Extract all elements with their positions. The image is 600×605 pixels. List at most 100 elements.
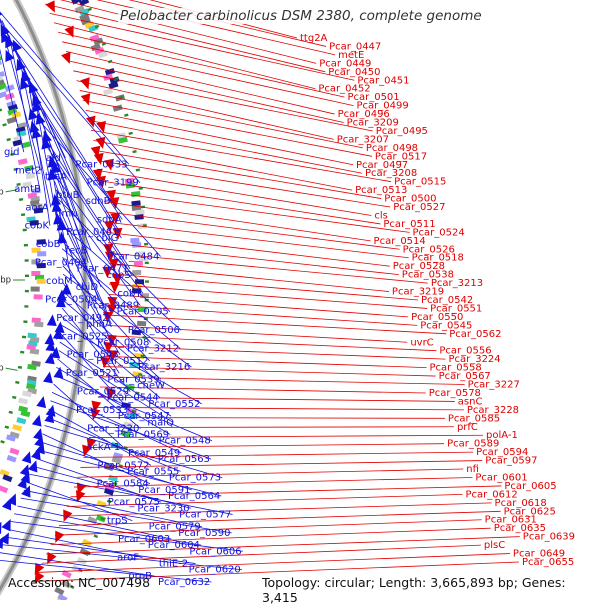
scale-label: 650 kbp — [0, 364, 4, 374]
feature-block-inner — [12, 424, 22, 431]
feature-block-inner — [30, 348, 40, 354]
minor-tick — [124, 114, 128, 117]
feature-block-inner — [9, 448, 19, 456]
scale-label: 550 kbp — [0, 187, 4, 197]
gene-label: Pcar_0484 — [107, 251, 159, 262]
minor-tick — [20, 351, 24, 354]
gene-label: Pcar_0632 — [158, 577, 210, 588]
minor-tick — [132, 150, 136, 153]
minor-tick — [24, 244, 28, 247]
minor-tick — [18, 366, 22, 369]
gene-label: Pcar_0620 — [189, 565, 241, 576]
gene-label: Pcar_0548 — [159, 436, 211, 447]
scale-label: 600 kbp — [0, 276, 11, 286]
feature-block-inner — [34, 294, 43, 299]
callout-line — [98, 161, 391, 207]
gene-label: ald — [46, 153, 61, 164]
gene-label: cobB — [36, 239, 61, 250]
feature-block-inner — [7, 455, 17, 463]
minor-tick — [19, 198, 23, 201]
feature-block-inner — [18, 158, 28, 165]
minor-tick — [136, 168, 140, 171]
minor-tick — [6, 138, 10, 141]
gene-label: Pcar_3199 — [87, 178, 139, 189]
feature-block-inner — [31, 286, 40, 291]
minor-tick — [145, 280, 149, 282]
gene-label: Pcar_0527 — [393, 202, 445, 213]
feature-block-outer — [132, 270, 141, 275]
forward-gene-callouts — [26, 0, 520, 582]
minor-tick — [25, 275, 29, 277]
gene-label: Pcar_0433 — [75, 159, 127, 170]
feature-block-inner — [0, 485, 8, 493]
gene-label: cobS — [106, 270, 130, 281]
minor-tick — [12, 396, 16, 399]
forward-gene-arrow — [46, 0, 55, 12]
gene-label: Pcar_0606 — [189, 546, 241, 557]
reverse-gene-arrow — [36, 396, 46, 408]
reverse-gene-arrow — [43, 371, 53, 383]
gene-label: sdhB — [86, 196, 111, 207]
minor-tick — [128, 132, 132, 135]
minor-tick — [2, 123, 7, 126]
gene-label: cobM — [46, 276, 73, 287]
feature-block-inner — [20, 410, 30, 417]
callout-line — [91, 427, 454, 428]
gene-label: cheW — [137, 380, 165, 391]
reverse-gene-arrow — [0, 522, 1, 534]
gene-label: tesA — [45, 172, 67, 183]
gene-label: cbiG — [96, 233, 118, 244]
gene-label: cobK — [25, 221, 50, 232]
feature-block-outer — [132, 242, 141, 247]
callout-line — [37, 554, 510, 573]
gene-label: Pcar_0573 — [169, 473, 221, 484]
gene-label: aroF — [117, 552, 139, 563]
gene-label: Pcar_0505 — [117, 307, 169, 318]
gene-label: Pcar_0597 — [485, 456, 537, 467]
callout-line — [104, 201, 370, 240]
accession-text: Accession: NC_007498 — [8, 575, 150, 590]
callout-line — [103, 191, 410, 232]
feature-block-inner — [7, 117, 17, 124]
reverse-gene-arrow — [22, 451, 32, 463]
gene-label: Pcar_0552 — [148, 399, 200, 410]
gene-label: btuB — [56, 190, 80, 201]
feature-block-outer — [134, 214, 143, 220]
gene-label: Pcar_3212 — [127, 344, 179, 355]
reverse-gene-arrow — [2, 498, 11, 510]
forward-gene-arrow — [81, 93, 91, 105]
minor-tick — [94, 534, 99, 538]
gene-label: thiE-2 — [159, 559, 188, 570]
gene-label: gid — [4, 147, 19, 158]
feature-block-inner — [37, 251, 46, 256]
callout-line — [42, 545, 481, 563]
feature-block-inner — [34, 322, 43, 328]
gene-label: Pcar_0639 — [523, 532, 575, 543]
major-tick — [6, 368, 18, 370]
reverse-gene-arrow — [32, 415, 42, 427]
feature-block-inner — [0, 59, 2, 67]
feature-block-inner — [16, 417, 26, 424]
minor-tick — [144, 243, 148, 246]
reverse-gene-arrow — [47, 314, 57, 326]
gene-label: malQ — [147, 417, 174, 428]
minor-tick — [5, 425, 9, 428]
gene-label: aorA — [25, 202, 48, 213]
minor-tick — [22, 336, 26, 339]
gene-label: Pcar_3216 — [138, 362, 190, 373]
feature-block-outer — [135, 279, 144, 284]
minor-tick — [0, 108, 2, 112]
gene-label: plsC — [484, 540, 505, 551]
gene-label: met2 — [15, 165, 41, 176]
gene-label: prfC — [457, 422, 478, 433]
topology-text: Topology: circular; Length: 3,665,893 bp… — [262, 575, 600, 605]
reverse-gene-arrow — [0, 537, 3, 549]
callout-line — [83, 100, 372, 156]
minor-tick — [25, 259, 29, 262]
callout-line — [109, 284, 427, 308]
gene-label: amtB — [14, 184, 41, 195]
map-title: Pelobacter carbinolicus DSM 2380, comple… — [118, 8, 484, 24]
minor-tick — [24, 305, 28, 308]
